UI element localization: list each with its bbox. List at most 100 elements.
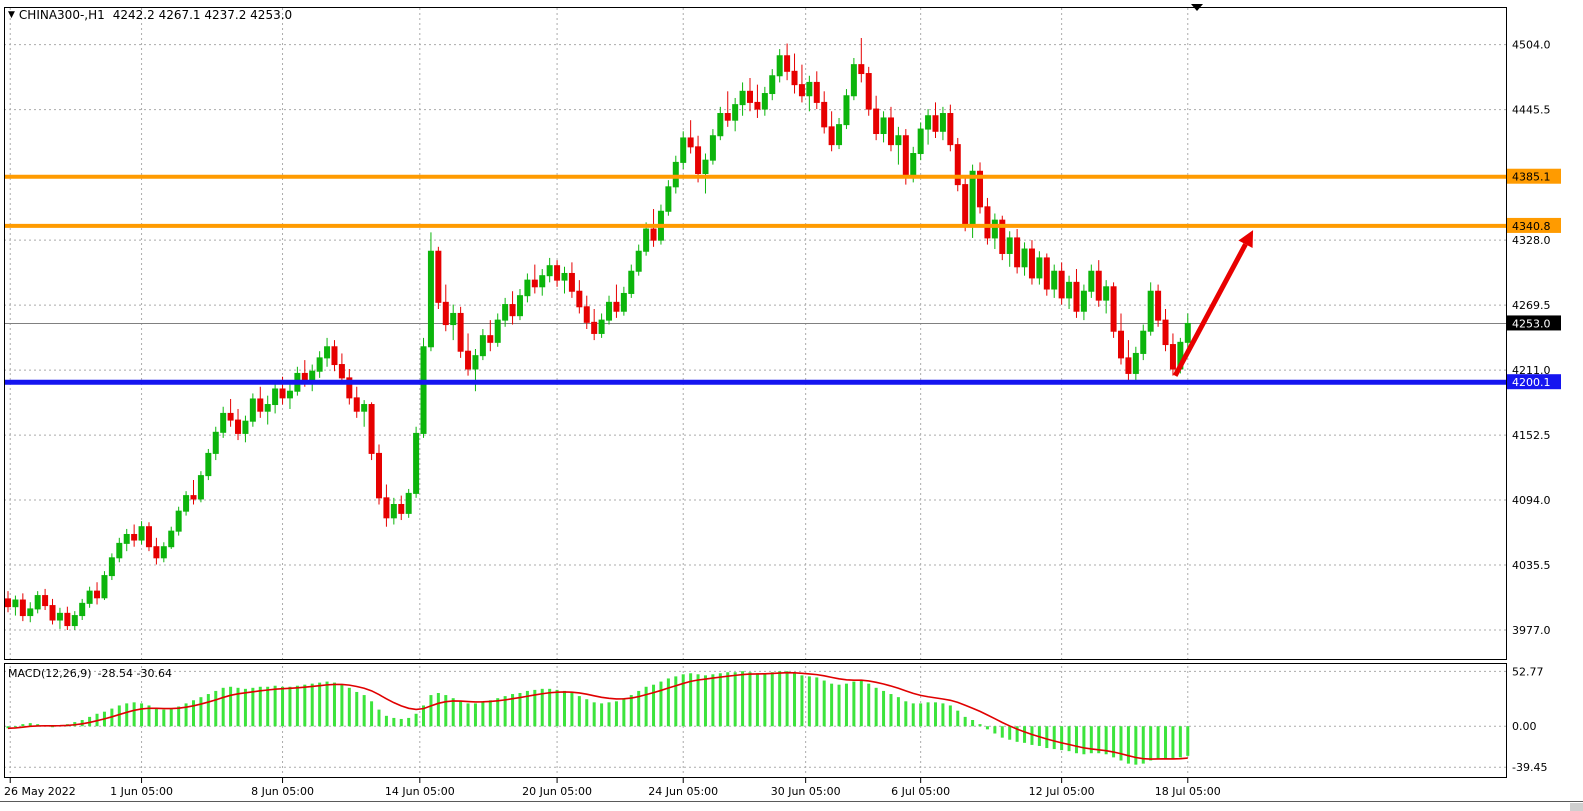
macd-histogram-bar	[1149, 726, 1153, 761]
candle	[1051, 270, 1058, 290]
time-axis[interactable]: 26 May 2022 1 Jun 05:00 8 Jun 05:00 14 Jun …	[4, 785, 1221, 798]
candle	[791, 70, 798, 86]
candle	[858, 64, 865, 75]
candle	[761, 93, 768, 110]
candle	[999, 219, 1006, 254]
macd-histogram-bar	[696, 674, 700, 727]
candle	[279, 388, 286, 399]
candle	[1014, 237, 1021, 268]
candle	[472, 355, 479, 370]
price-axis[interactable]: 4504.0 4445.5 4328.0 4269.5 4211.0 4152.5 4094…	[1507, 39, 1561, 775]
time-tick-label: 18 Jul 05:00	[1155, 785, 1221, 798]
candle	[1021, 248, 1028, 268]
macd-histogram-bar	[629, 695, 633, 727]
candle	[361, 404, 368, 412]
candle	[628, 270, 635, 294]
macd-histogram-bar	[607, 702, 611, 727]
time-tick-label: 30 Jun 05:00	[771, 785, 841, 798]
candle	[1103, 286, 1110, 301]
macd-histogram-bar	[140, 703, 144, 727]
macd-histogram-bar	[1126, 726, 1130, 764]
candle	[695, 146, 702, 174]
macd-histogram-bar	[1074, 726, 1078, 754]
main-plot-background[interactable]	[4, 8, 1506, 660]
candle	[272, 388, 279, 406]
macd-histogram-bar	[273, 685, 277, 727]
candle	[1118, 330, 1124, 359]
trend-arrow[interactable]	[1172, 230, 1254, 377]
candle	[116, 542, 123, 559]
price-tick-label: 4035.5	[1512, 559, 1551, 572]
candle	[34, 595, 41, 610]
macd-histogram-bar	[236, 687, 240, 727]
candle	[413, 432, 420, 494]
candle	[1066, 281, 1073, 299]
candle	[427, 250, 434, 348]
macd-histogram-bar	[703, 675, 707, 727]
candle	[1110, 286, 1117, 332]
macd-histogram-bar	[911, 703, 915, 727]
macd-histogram-bar	[288, 686, 292, 727]
candle	[197, 475, 204, 500]
candle	[450, 312, 457, 326]
candle	[680, 137, 687, 163]
macd-histogram-bar	[1045, 726, 1049, 749]
macd-histogram-bar	[985, 726, 989, 730]
level-price-badge-label: 4200.1	[1512, 376, 1551, 389]
macd-histogram-bar	[199, 697, 203, 727]
candle	[635, 250, 642, 272]
macd-histogram-bar	[815, 677, 819, 727]
symbol-period-label: CHINA300-,H1	[18, 8, 105, 22]
candle	[546, 265, 553, 277]
candle	[806, 81, 813, 97]
candle	[64, 612, 71, 627]
candle	[717, 113, 724, 137]
chart-shift-marker-icon[interactable]	[1191, 4, 1203, 11]
candle	[524, 279, 531, 297]
candle	[776, 55, 783, 77]
candle	[754, 101, 761, 110]
macd-histogram-bar	[763, 673, 767, 727]
macd-histogram-bar	[874, 687, 878, 727]
macd-histogram-bar	[466, 703, 470, 727]
candle	[687, 137, 694, 148]
candle	[821, 101, 828, 128]
macd-histogram-bar	[117, 705, 121, 727]
candle	[286, 390, 293, 399]
candle	[168, 530, 175, 548]
main-plot-border	[4, 7, 1507, 660]
candle	[813, 81, 820, 103]
macd-histogram-bar	[325, 681, 329, 727]
macd-histogram-bar	[154, 708, 158, 727]
macd-histogram-bar	[600, 703, 604, 727]
candle	[650, 228, 657, 241]
current-price-badge-label: 4253.0	[1512, 317, 1551, 330]
price-tick-label: 4094.0	[1512, 494, 1551, 507]
macd-histogram-bar	[555, 689, 559, 727]
macd-histogram-bar	[429, 695, 433, 727]
candle	[739, 90, 746, 106]
candle	[1036, 257, 1043, 279]
macd-histogram-bar	[540, 688, 544, 727]
macd-histogram-bar	[125, 703, 129, 727]
candle	[346, 377, 353, 399]
macd-histogram-bar	[481, 701, 485, 727]
trend-arrow-shaft[interactable]	[1172, 243, 1248, 377]
macd-histogram-bar	[741, 671, 745, 727]
trend-arrow-head[interactable]	[1238, 230, 1254, 249]
macd-histogram-bar	[748, 672, 752, 727]
level-price-badge	[1507, 217, 1561, 233]
candle	[138, 526, 145, 541]
candle	[1088, 270, 1095, 292]
macd-histogram-bar	[689, 673, 693, 727]
candle	[969, 170, 976, 226]
candle	[850, 64, 857, 97]
ohlc-values-label: 4242.2 4267.1 4237.2 4253.0	[112, 8, 293, 22]
time-tick-label: 14 Jun 05:00	[385, 785, 455, 798]
macd-tick-label: -39.45	[1512, 761, 1547, 774]
candle	[984, 206, 991, 239]
macd-histogram-bar	[414, 713, 418, 727]
candle	[531, 279, 538, 288]
macd-histogram-bar	[904, 701, 908, 727]
